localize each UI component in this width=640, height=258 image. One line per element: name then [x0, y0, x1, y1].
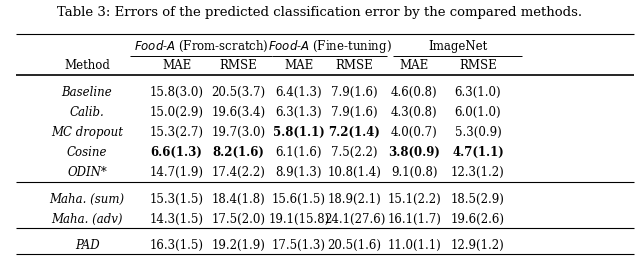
Text: 18.5(2.9): 18.5(2.9)	[451, 193, 505, 206]
Text: 18.4(1.8): 18.4(1.8)	[211, 193, 265, 206]
Text: RMSE: RMSE	[335, 59, 373, 72]
Text: MC dropout: MC dropout	[51, 126, 123, 139]
Text: 12.3(1.2): 12.3(1.2)	[451, 166, 505, 179]
Text: 17.5(2.0): 17.5(2.0)	[211, 213, 266, 226]
Text: Table 3: Errors of the predicted classification error by the compared methods.: Table 3: Errors of the predicted classif…	[58, 6, 582, 19]
Text: $\mathit{Food}$-$\mathit{A}$ (From-scratch): $\mathit{Food}$-$\mathit{A}$ (From-scrat…	[134, 39, 269, 54]
Text: 19.7(3.0): 19.7(3.0)	[211, 126, 266, 139]
Text: 7.9(1.6): 7.9(1.6)	[331, 106, 378, 119]
Text: 7.5(2.2): 7.5(2.2)	[331, 146, 378, 159]
Text: Cosine: Cosine	[67, 146, 108, 159]
Text: MAE: MAE	[162, 59, 191, 72]
Text: RMSE: RMSE	[459, 59, 497, 72]
Text: 19.6(3.4): 19.6(3.4)	[211, 106, 266, 119]
Text: 12.9(1.2): 12.9(1.2)	[451, 239, 505, 252]
Text: 14.7(1.9): 14.7(1.9)	[150, 166, 204, 179]
Text: 15.3(1.5): 15.3(1.5)	[150, 193, 204, 206]
Text: 6.4(1.3): 6.4(1.3)	[276, 86, 322, 99]
Text: 8.9(1.3): 8.9(1.3)	[276, 166, 322, 179]
Text: 15.8(3.0): 15.8(3.0)	[150, 86, 204, 99]
Text: $\mathit{Food}$-$\mathit{A}$ (Fine-tuning): $\mathit{Food}$-$\mathit{A}$ (Fine-tunin…	[268, 38, 391, 55]
Text: 20.5(1.6): 20.5(1.6)	[328, 239, 381, 252]
Text: Calib.: Calib.	[70, 106, 104, 119]
Text: Method: Method	[64, 59, 110, 72]
Text: 16.1(1.7): 16.1(1.7)	[387, 213, 442, 226]
Text: 6.3(1.0): 6.3(1.0)	[454, 86, 501, 99]
Text: ImageNet: ImageNet	[428, 40, 487, 53]
Text: 4.7(1.1): 4.7(1.1)	[452, 146, 504, 159]
Text: 8.2(1.6): 8.2(1.6)	[212, 146, 264, 159]
Text: Maha. (adv): Maha. (adv)	[51, 213, 123, 226]
Text: 15.3(2.7): 15.3(2.7)	[150, 126, 204, 139]
Text: 10.8(1.4): 10.8(1.4)	[328, 166, 381, 179]
Text: 5.3(0.9): 5.3(0.9)	[454, 126, 501, 139]
Text: 4.0(0.7): 4.0(0.7)	[391, 126, 438, 139]
Text: 15.0(2.9): 15.0(2.9)	[150, 106, 204, 119]
Text: 19.6(2.6): 19.6(2.6)	[451, 213, 505, 226]
Text: 6.0(1.0): 6.0(1.0)	[454, 106, 501, 119]
Text: 17.4(2.2): 17.4(2.2)	[211, 166, 265, 179]
Text: 19.2(1.9): 19.2(1.9)	[211, 239, 265, 252]
Text: 3.8(0.9): 3.8(0.9)	[388, 146, 440, 159]
Text: 9.1(0.8): 9.1(0.8)	[391, 166, 438, 179]
Text: 20.5(3.7): 20.5(3.7)	[211, 86, 266, 99]
Text: Baseline: Baseline	[61, 86, 113, 99]
Text: MAE: MAE	[284, 59, 314, 72]
Text: 15.1(2.2): 15.1(2.2)	[387, 193, 441, 206]
Text: Maha. (sum): Maha. (sum)	[49, 193, 125, 206]
Text: 5.8(1.1): 5.8(1.1)	[273, 126, 324, 139]
Text: 7.2(1.4): 7.2(1.4)	[328, 126, 380, 139]
Text: 17.5(1.3): 17.5(1.3)	[272, 239, 326, 252]
Text: 4.6(0.8): 4.6(0.8)	[391, 86, 438, 99]
Text: RMSE: RMSE	[220, 59, 257, 72]
Text: 14.3(1.5): 14.3(1.5)	[150, 213, 204, 226]
Text: 6.6(1.3): 6.6(1.3)	[150, 146, 202, 159]
Text: 11.0(1.1): 11.0(1.1)	[387, 239, 441, 252]
Text: MAE: MAE	[400, 59, 429, 72]
Text: 7.9(1.6): 7.9(1.6)	[331, 86, 378, 99]
Text: ODIN*: ODIN*	[67, 166, 107, 179]
Text: 6.3(1.3): 6.3(1.3)	[276, 106, 322, 119]
Text: 24.1(27.6): 24.1(27.6)	[324, 213, 385, 226]
Text: 16.3(1.5): 16.3(1.5)	[150, 239, 204, 252]
Text: 19.1(15.8): 19.1(15.8)	[268, 213, 330, 226]
Text: 6.1(1.6): 6.1(1.6)	[276, 146, 322, 159]
Text: PAD: PAD	[75, 239, 99, 252]
Text: 4.3(0.8): 4.3(0.8)	[391, 106, 438, 119]
Text: 15.6(1.5): 15.6(1.5)	[272, 193, 326, 206]
Text: 18.9(2.1): 18.9(2.1)	[328, 193, 381, 206]
